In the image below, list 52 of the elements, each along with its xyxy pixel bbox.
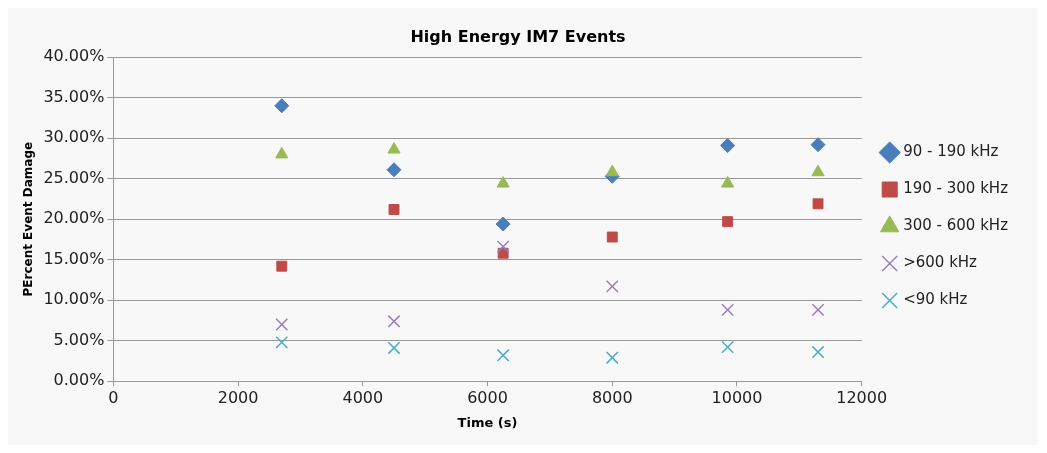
legend-label: <90 kHz — [903, 290, 968, 309]
x-tick-label: 6000 — [467, 387, 508, 407]
x-tick-label: 0 — [108, 387, 119, 407]
point — [496, 176, 510, 188]
point — [812, 198, 824, 210]
point — [721, 176, 735, 188]
y-tick-label: 35.00% — [43, 86, 105, 106]
y-tick-label: 25.00% — [43, 167, 105, 187]
point — [720, 137, 736, 153]
point — [387, 142, 401, 154]
point — [387, 341, 401, 355]
x-tick-label: 12000 — [836, 387, 888, 407]
point — [810, 137, 826, 153]
point — [388, 204, 400, 215]
legend-label: 90 - 190 kHz — [903, 142, 999, 161]
y-tick-label: 20.00% — [43, 208, 105, 228]
chart-title: High Energy IM7 Events — [410, 26, 626, 46]
y-tick-label: 5.00% — [53, 329, 105, 349]
legend-label: 300 - 600 kHz — [903, 216, 1009, 235]
x-tick-label: 10000 — [711, 387, 763, 407]
point — [496, 348, 510, 362]
point — [495, 216, 511, 232]
point — [496, 240, 510, 254]
point — [275, 335, 289, 349]
x-tick-label: 2000 — [217, 387, 259, 407]
point — [387, 314, 401, 328]
point — [605, 351, 619, 365]
point — [606, 231, 618, 243]
point — [605, 164, 619, 177]
point — [811, 303, 825, 317]
y-tick-label: 0.00% — [53, 370, 105, 390]
point — [276, 260, 288, 272]
y-tick-label: 15.00% — [43, 248, 105, 268]
point — [721, 340, 735, 354]
point — [811, 345, 825, 359]
point — [386, 162, 402, 178]
point — [722, 216, 734, 228]
point — [811, 164, 825, 177]
y-tick-label: 40.00% — [43, 46, 105, 66]
legend-label: >600 kHz — [903, 253, 978, 272]
point — [275, 146, 289, 159]
point — [605, 280, 619, 293]
x-tick-label: 4000 — [342, 387, 384, 407]
y-axis-title: PErcent Event Damage — [21, 141, 36, 297]
point — [721, 303, 735, 317]
point — [275, 318, 289, 331]
x-tick-label: 8000 — [591, 387, 633, 407]
point — [274, 98, 290, 114]
legend-label: 190 - 300 kHz — [903, 179, 1009, 198]
x-axis-title: Time (s) — [457, 414, 518, 430]
y-tick-label: 10.00% — [43, 289, 105, 309]
y-tick-label: 30.00% — [43, 127, 105, 147]
